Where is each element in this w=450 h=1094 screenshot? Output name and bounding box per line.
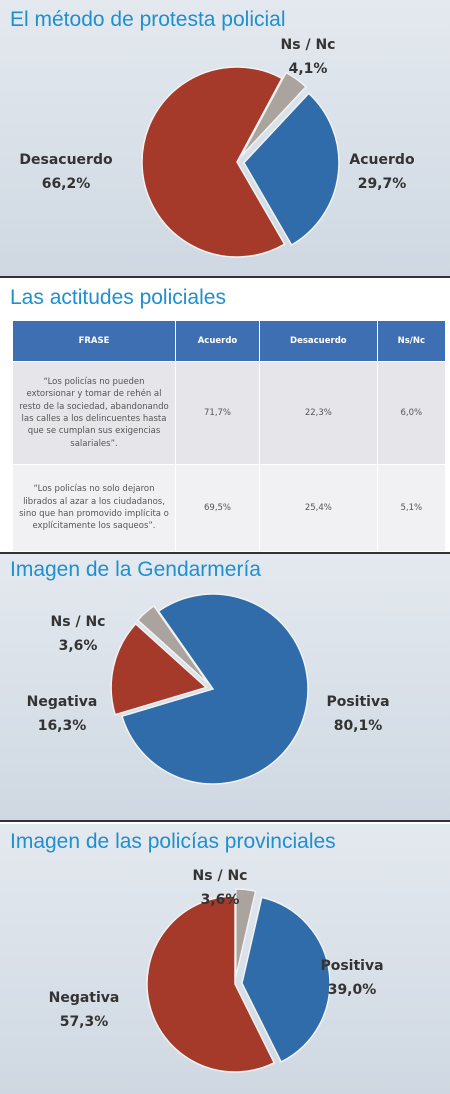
pie-slice <box>121 593 309 785</box>
pie-slice <box>243 92 340 247</box>
slice-label: Desacuerdo <box>19 152 113 168</box>
pie-slice <box>146 895 276 1073</box>
slice-label: Ns / Nc <box>281 37 336 53</box>
value-label: 3,6% <box>59 638 98 654</box>
chart-title: El método de protesta policial <box>10 8 286 31</box>
value-label: 4,1% <box>289 61 328 77</box>
cell: “Los policías no pueden extorsionar y to… <box>12 361 176 465</box>
value-label: 29,7% <box>358 176 407 192</box>
value-label: 80,1% <box>334 718 383 734</box>
pie-slice <box>235 888 257 978</box>
slice-label: Positiva <box>326 694 389 710</box>
pie-panel: Imagen de las policías provinciales Posit… <box>0 824 450 1094</box>
cell: 69,5% <box>174 464 261 552</box>
chart-title: Imagen de las policías provinciales <box>10 830 336 853</box>
header-cell: Ns/Nc <box>376 320 447 362</box>
value-label: 16,3% <box>38 718 87 734</box>
value-label: 3,6% <box>201 892 240 908</box>
table: FRASE Acuerdo Desacuerdo Ns/Nc “Los poli… <box>12 320 447 552</box>
pie-slice <box>240 71 307 157</box>
value-label: 39,0% <box>328 982 377 998</box>
pie-slice <box>136 604 209 685</box>
cell: 71,7% <box>174 361 261 465</box>
slice-label: Negativa <box>49 990 120 1006</box>
pie-slice <box>241 896 331 1063</box>
slice-label: Ns / Nc <box>193 868 248 884</box>
slice-label: Ns / Nc <box>51 614 106 630</box>
table-panel: Las actitudes policiales FRASE Acuerdo D… <box>0 278 450 554</box>
value-label: 66,2% <box>42 176 91 192</box>
header-cell: Acuerdo <box>174 320 261 362</box>
value-label: 57,3% <box>60 1014 109 1030</box>
cell: “Los policías no solo dejaron librados a… <box>12 464 176 552</box>
slice-label: Acuerdo <box>349 152 415 168</box>
slice-label: Positiva <box>320 958 383 974</box>
pie-panel: Imagen de la Gendarmería Positiva 80,1% Neg… <box>0 554 450 822</box>
pie-slice <box>110 622 208 716</box>
pie-panel: El método de protesta policial Acuerdo 29,… <box>0 0 450 278</box>
cell: 22,3% <box>259 361 378 465</box>
cell: 6,0% <box>376 361 447 465</box>
header-cell: Desacuerdo <box>259 320 378 362</box>
row: “Los policías no pueden extorsionar y to… <box>12 361 447 465</box>
table-title: Las actitudes policiales <box>10 286 226 309</box>
row: “Los policías no solo dejaron librados a… <box>12 464 447 552</box>
chart-title: Imagen de la Gendarmería <box>10 558 261 581</box>
chart: Imagen de la Gendarmería Positiva 80,1% Neg… <box>10 558 390 785</box>
slice-label: Negativa <box>27 694 98 710</box>
cell: 25,4% <box>259 464 378 552</box>
chart: Imagen de las policías provinciales Posit… <box>10 830 384 1073</box>
header-row: FRASE Acuerdo Desacuerdo Ns/Nc <box>12 320 447 362</box>
cell: 5,1% <box>376 464 447 552</box>
chart: El método de protesta policial Acuerdo 29,… <box>10 8 415 258</box>
pie-slice <box>141 66 286 258</box>
header-cell: FRASE <box>12 320 176 362</box>
